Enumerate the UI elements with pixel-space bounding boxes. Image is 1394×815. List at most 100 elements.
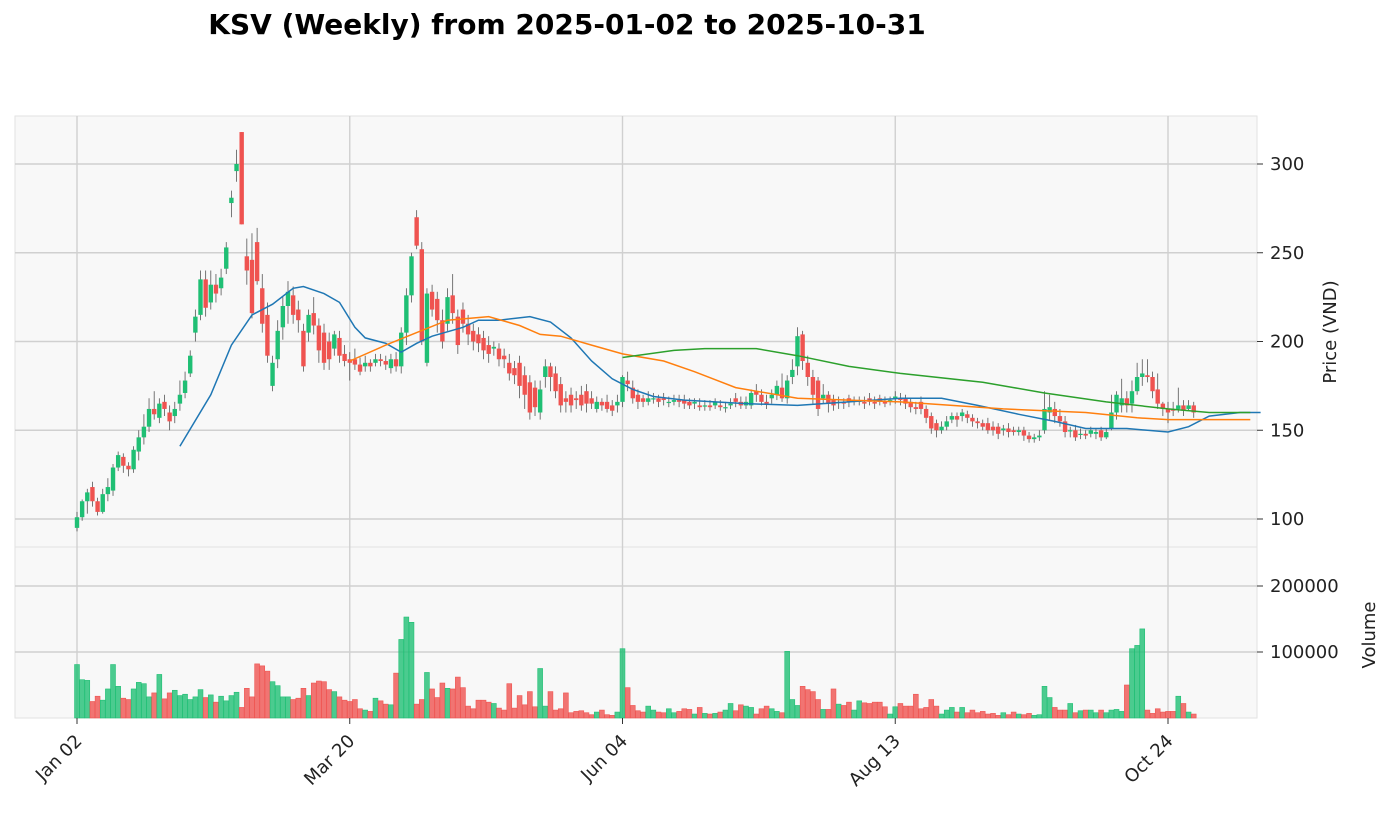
volume-bar [583,712,590,719]
volume-bar [887,713,893,719]
candle-body [321,332,327,363]
volume-bar [928,699,935,719]
candle-body [239,132,244,225]
candle-body [224,247,229,269]
volume-bar [357,708,363,719]
volume-bar [213,701,219,719]
volume-bar [799,686,806,719]
volume-bar [655,711,662,719]
candle-body [151,408,157,415]
volume-bar [177,695,183,719]
volume-bar [1185,711,1192,719]
volume-bar [954,711,960,719]
volume-bar [506,683,513,719]
candle-body [687,401,692,406]
candle-body [898,398,903,401]
volume-bar [398,639,404,719]
volume-bar [671,712,677,719]
candle-body [311,313,316,326]
candle-body [774,385,780,395]
volume-bar [877,701,883,719]
volume-bar [475,699,482,719]
volume-bar [635,710,641,719]
candle-body [74,517,80,528]
candle-body [1098,430,1104,438]
candle-body [378,359,383,362]
volume-bar [434,697,440,719]
volume-bar [408,621,415,719]
candle-body [537,389,543,413]
volume-bar [444,687,451,719]
volume-bar [455,676,461,719]
candle-body [862,401,867,404]
volume-bar [285,696,291,719]
volume-bar [136,682,142,719]
candle-body [594,401,599,409]
candle-body [913,407,919,409]
volume-bar [120,697,127,719]
volume-bar [74,664,80,719]
volume-bar [1129,648,1135,719]
volume-bar [305,695,312,719]
candle-body [79,501,85,518]
volume-bar [1103,712,1109,719]
candle-body [347,359,352,363]
candle-body [177,394,183,404]
volume-bar [753,713,760,719]
candle-body [234,164,239,172]
candle-body [131,449,136,470]
volume-bar [1026,713,1032,719]
candle-body [764,401,769,404]
candle-body [790,369,795,377]
volume-bar [624,687,631,719]
volume-bar [918,708,924,719]
volume-bar [146,696,152,719]
volume-bar [1072,712,1079,719]
volume-bar [254,663,260,719]
candle-body [810,377,816,395]
volume-bar [1077,710,1084,719]
volume-bar [630,705,636,719]
candle-body [399,332,404,367]
price-tick-label: 150 [1270,420,1304,441]
candle-body [821,394,826,399]
candle-body [527,382,533,413]
volume-bar [738,704,744,719]
candle-body [193,316,198,333]
candle-body [419,249,424,342]
volume-bar [686,709,693,719]
volume-bar [758,708,765,719]
volume-bar [1108,709,1115,719]
candle-body [1047,407,1052,413]
volume-bar [938,713,945,719]
volume-bar [449,688,456,719]
candle-body [1057,416,1063,422]
candle-body [1011,430,1016,433]
candle-body [254,242,260,282]
volume-bar [1067,703,1073,719]
candle-body [301,330,306,367]
chart-title: KSV (Weekly) from 2025-01-02 to 2025-10-… [208,8,926,41]
candle-body [579,394,584,406]
candle-body [558,384,563,406]
volume-bar [830,688,837,719]
volume-bar [599,709,605,719]
volume-bar [1088,709,1094,719]
candle-body [723,407,728,409]
candle-body [306,314,311,333]
volume-bar [882,706,888,719]
volume-bar [151,692,157,719]
candle-body [573,398,579,401]
volume-bar [660,712,667,719]
candle-body [136,437,141,452]
volume-bar [1093,712,1099,719]
candle-body [110,467,116,491]
volume-bar [316,680,322,719]
candle-body [105,487,111,495]
x-tick-label: Mar 20 [300,731,359,790]
volume-bar [707,713,713,719]
volume-bar [485,701,492,719]
candle-body [599,401,605,406]
candle-body [908,401,913,408]
